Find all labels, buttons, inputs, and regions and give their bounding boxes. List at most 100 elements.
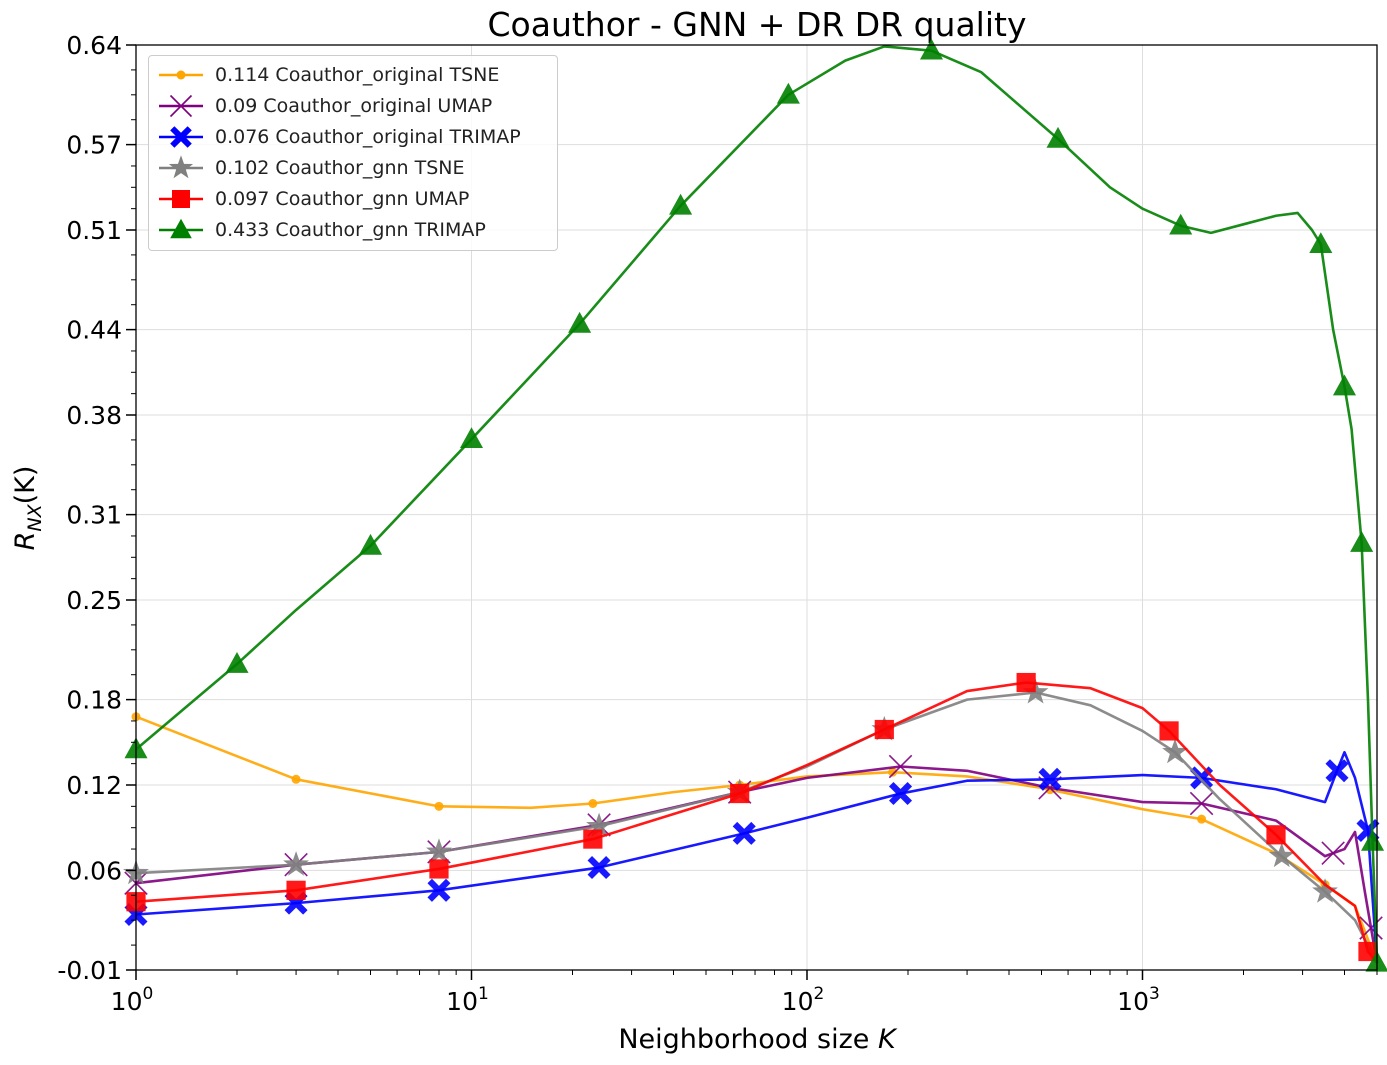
- series-marker: [427, 878, 451, 902]
- x-tick-base: 10: [782, 987, 814, 1016]
- series-marker: [586, 812, 612, 838]
- marker-cross: [169, 94, 193, 118]
- series-marker: [1312, 878, 1338, 903]
- series-marker: [1266, 825, 1286, 845]
- series-marker: [429, 859, 449, 879]
- series-marker: [1365, 950, 1387, 972]
- series-marker: [286, 880, 306, 900]
- legend-swatch: [159, 94, 203, 118]
- y-tick-label: 0.31: [66, 501, 122, 530]
- series-marker: [888, 767, 898, 777]
- series-marker: [1309, 232, 1333, 254]
- x-tick-base: 10: [446, 987, 478, 1016]
- series-line: [135, 45, 1379, 963]
- legend-swatch: [159, 126, 203, 148]
- series-marker: [169, 94, 193, 118]
- series-marker: [568, 311, 592, 333]
- marker-cross: [1189, 791, 1214, 816]
- y-axis-label-r: R: [10, 532, 41, 551]
- y-tick-label: 0.64: [66, 31, 122, 60]
- series-marker: [176, 70, 186, 80]
- series-3: [123, 678, 1379, 964]
- series-marker: [1016, 672, 1036, 693]
- series-marker: [459, 427, 484, 448]
- y-tick-label: 0.06: [66, 856, 122, 885]
- y-tick-label: 0.25: [66, 586, 122, 615]
- series-marker: [888, 754, 913, 779]
- series-marker: [358, 533, 383, 555]
- series-marker: [1321, 841, 1345, 865]
- series-marker: [168, 155, 194, 179]
- marker-cross: [1321, 841, 1345, 865]
- legend-swatch: [159, 70, 203, 80]
- y-tick-label: 0.57: [66, 131, 122, 160]
- legend-label: 0.097 Coauthor_gnn UMAP: [215, 188, 470, 210]
- series-line: [135, 681, 1379, 964]
- y-tick-label: 0.38: [66, 401, 122, 430]
- series-marker: [1046, 126, 1070, 148]
- legend-item: 0.114 Coauthor_original TSNE: [149, 60, 557, 90]
- x-tick-label: 101: [446, 984, 489, 1016]
- series-marker: [919, 38, 944, 60]
- series-marker: [874, 719, 894, 740]
- legend-item: 0.097 Coauthor_gnn UMAP: [149, 184, 557, 214]
- legend-label: 0.076 Coauthor_original TRIMAP: [215, 126, 521, 148]
- series-4: [126, 672, 1379, 964]
- series-marker: [1350, 531, 1374, 552]
- legend-item: 0.433 Coauthor_gnn TRIMAP: [149, 215, 557, 245]
- series-marker: [1197, 814, 1207, 824]
- chart-title: Coauthor - GNN + DR DR quality: [488, 5, 1027, 44]
- series-marker: [730, 783, 750, 804]
- y-tick-label: 0.51: [66, 216, 122, 245]
- series-layer: [123, 38, 1387, 972]
- series-5: [124, 38, 1387, 972]
- series-marker: [888, 782, 913, 806]
- x-tick-base: 10: [111, 987, 143, 1016]
- x-tick-exponent: 1: [478, 984, 489, 1004]
- series-marker: [1268, 842, 1295, 868]
- series-marker: [1162, 738, 1188, 764]
- legend-swatch: [159, 218, 203, 239]
- y-tick-label: -0.01: [57, 956, 122, 985]
- x-tick-base: 10: [1117, 987, 1149, 1016]
- series-marker: [732, 821, 756, 845]
- legend-label: 0.433 Coauthor_gnn TRIMAP: [215, 219, 486, 241]
- y-tick-label: 0.44: [66, 316, 122, 345]
- series-marker: [669, 193, 693, 215]
- x-axis-label-var: K: [878, 1024, 898, 1055]
- y-tick-label: 0.12: [66, 771, 122, 800]
- series-marker: [1361, 829, 1385, 851]
- y-axis-label-sub: NX: [24, 503, 46, 531]
- y-axis-label: RNX(K): [10, 466, 46, 551]
- series-line: [135, 750, 1379, 963]
- series-marker: [1159, 721, 1179, 741]
- series-marker: [1038, 767, 1062, 791]
- x-tick-exponent: 3: [1149, 984, 1160, 1004]
- series-marker: [170, 218, 192, 239]
- series-marker: [1358, 941, 1378, 962]
- series-marker: [583, 829, 603, 849]
- legend-swatch: [159, 190, 203, 208]
- series-marker: [587, 856, 611, 880]
- series-marker: [1169, 213, 1193, 235]
- series-marker: [172, 190, 190, 208]
- legend-item: 0.09 Coauthor_original UMAP: [149, 91, 557, 121]
- series-marker: [170, 126, 192, 148]
- series-0: [131, 712, 1379, 964]
- series-line: [135, 691, 1379, 964]
- axis-layer: -0.01 0.06 0.12 0.18 0.25 0.31 0.38 0.44 0.51 0.5…: [57, 31, 1378, 1016]
- x-tick-label: 102: [782, 984, 825, 1016]
- series-line: [135, 765, 1379, 964]
- plot-frame: [135, 44, 1378, 971]
- x-tick-exponent: 0: [142, 984, 153, 1004]
- legend-item: 0.076 Coauthor_original TRIMAP: [149, 122, 557, 152]
- legend-label: 0.114 Coauthor_original TSNE: [215, 64, 500, 86]
- series-marker: [1332, 374, 1357, 396]
- legend-item: 0.102 Coauthor_gnn TSNE: [149, 153, 557, 183]
- x-tick-exponent: 2: [813, 984, 824, 1004]
- x-axis-label: Neighborhood size K: [618, 1024, 898, 1055]
- series-marker: [776, 82, 800, 104]
- series-marker: [1325, 759, 1349, 783]
- x-tick-label: 103: [1117, 984, 1160, 1016]
- series-marker: [588, 799, 598, 808]
